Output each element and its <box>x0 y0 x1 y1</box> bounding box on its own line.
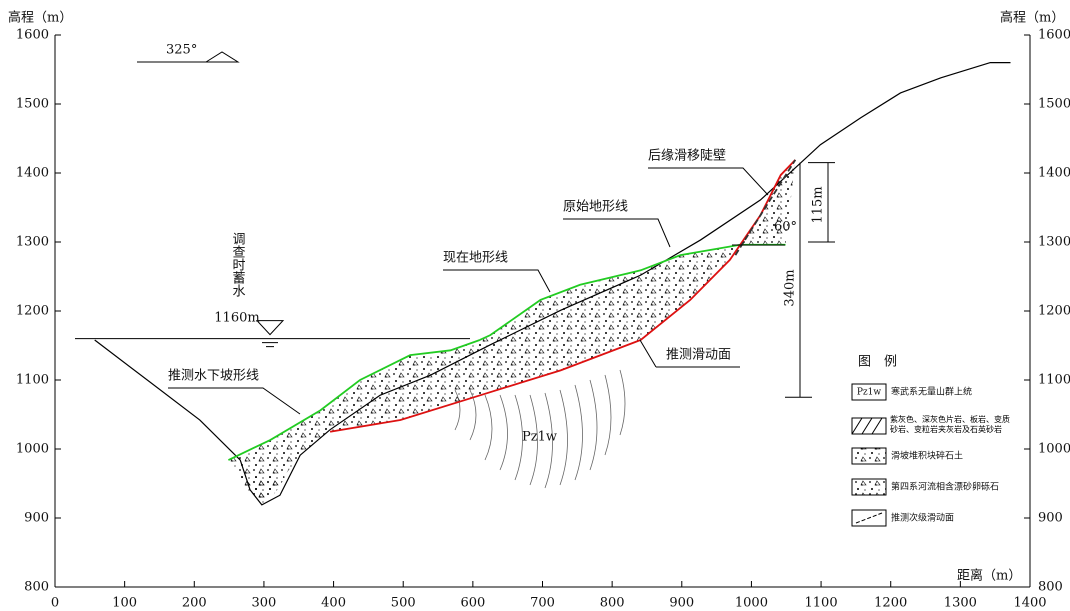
y-tick-label: 1400 <box>16 166 49 181</box>
x-tick-label: 1300 <box>944 596 977 611</box>
y2-tick-label: 900 <box>1038 511 1063 526</box>
y-tick-label: 900 <box>24 511 49 526</box>
y2-tick-label: 1200 <box>1038 304 1070 319</box>
x-tick-label: 500 <box>391 596 416 611</box>
x-tick-label: 700 <box>530 596 555 611</box>
y-tick-label: 1300 <box>16 235 49 250</box>
y-tick-label: 800 <box>24 580 49 595</box>
callout-label: 现在地形线 <box>443 251 508 266</box>
x-tick-label: 0 <box>51 596 59 611</box>
x-tick-label: 1200 <box>874 596 907 611</box>
y-tick-label: 1500 <box>16 97 49 112</box>
y-tick-label: 1000 <box>16 442 49 457</box>
y2-tick-label: 1500 <box>1038 97 1070 112</box>
y-axis-title: 高程（m） <box>8 10 72 26</box>
callout-leader <box>648 168 768 195</box>
legend-code: Pz1w <box>857 388 882 398</box>
legend-swatch <box>852 448 886 464</box>
x-tick-label: 800 <box>600 596 625 611</box>
y2-tick-label: 1100 <box>1038 373 1070 388</box>
chart: 图 例 Pz1w 寒武系无量山群上统紫灰色、深灰色片岩、板岩、变质砂岩、变粒岩夹灰岩… <box>0 0 1070 611</box>
x-tick-label: 300 <box>252 596 277 611</box>
x-tick-label: 400 <box>321 596 346 611</box>
x-tick-label: 900 <box>669 596 694 611</box>
y2-tick-label: 800 <box>1038 580 1063 595</box>
x-tick-label: 100 <box>112 596 137 611</box>
x-tick-label: 1000 <box>735 596 768 611</box>
x-tick-label: 200 <box>182 596 207 611</box>
y2-tick-label: 1000 <box>1038 442 1070 457</box>
legend-title: 图 例 <box>858 355 897 370</box>
legend-text: 第四系河流相含漂砂卵砾石 <box>891 481 999 493</box>
callout-label: 推测水下坡形线 <box>168 369 259 384</box>
legend-text: 寒武系无量山群上统 <box>891 386 972 398</box>
deposit-fill <box>228 160 795 505</box>
formation-label: Pz1w <box>522 430 557 445</box>
callout-label: 原始地形线 <box>563 200 628 215</box>
y2-tick-label: 1600 <box>1038 28 1070 43</box>
callout-label: 后缘滑移陡壁 <box>648 149 726 164</box>
legend-text: 紫灰色、深灰色片岩、板岩、变质砂岩、变粒岩夹灰岩及石英砂岩 <box>890 415 1010 435</box>
y-tick-label: 1100 <box>16 373 49 388</box>
callout-leader <box>563 219 670 247</box>
y2-tick-label: 1300 <box>1038 235 1070 250</box>
dim-label: 340m <box>783 269 798 306</box>
water-note: 调查时蓄水 <box>230 232 246 297</box>
legend-text: 滑坡堆积块碎石土 <box>891 450 963 462</box>
angle-label: 60° <box>774 220 797 235</box>
y2-tick-label: 1400 <box>1038 166 1070 181</box>
azimuth: 325° <box>166 43 197 58</box>
x-axis-title: 距离（m） <box>957 568 1021 584</box>
page: {"chart_data": {"type": "line", "y_label… <box>0 0 1070 611</box>
y2-axis-title: 高程（m） <box>1000 10 1064 26</box>
y-tick-label: 1600 <box>16 28 49 43</box>
y-tick-label: 1200 <box>16 304 49 319</box>
x-tick-label: 1400 <box>1013 596 1046 611</box>
legend-text: 推测次级滑动面 <box>891 512 954 524</box>
water-level-label: 1160m <box>214 311 259 326</box>
callout-label: 推测滑动面 <box>666 348 731 363</box>
x-tick-label: 1100 <box>805 596 838 611</box>
legend: 图 例 Pz1w 寒武系无量山群上统紫灰色、深灰色片岩、板岩、变质砂岩、变粒岩夹灰岩… <box>852 355 1010 527</box>
dim-label: 115m <box>811 186 826 223</box>
water-symbol <box>257 321 283 347</box>
legend-swatch <box>852 479 886 495</box>
x-tick-label: 600 <box>460 596 485 611</box>
callout-leader <box>443 270 550 292</box>
legend-text-box: 紫灰色、深灰色片岩、板岩、变质砂岩、变粒岩夹灰岩及石英砂岩 <box>890 415 1010 441</box>
